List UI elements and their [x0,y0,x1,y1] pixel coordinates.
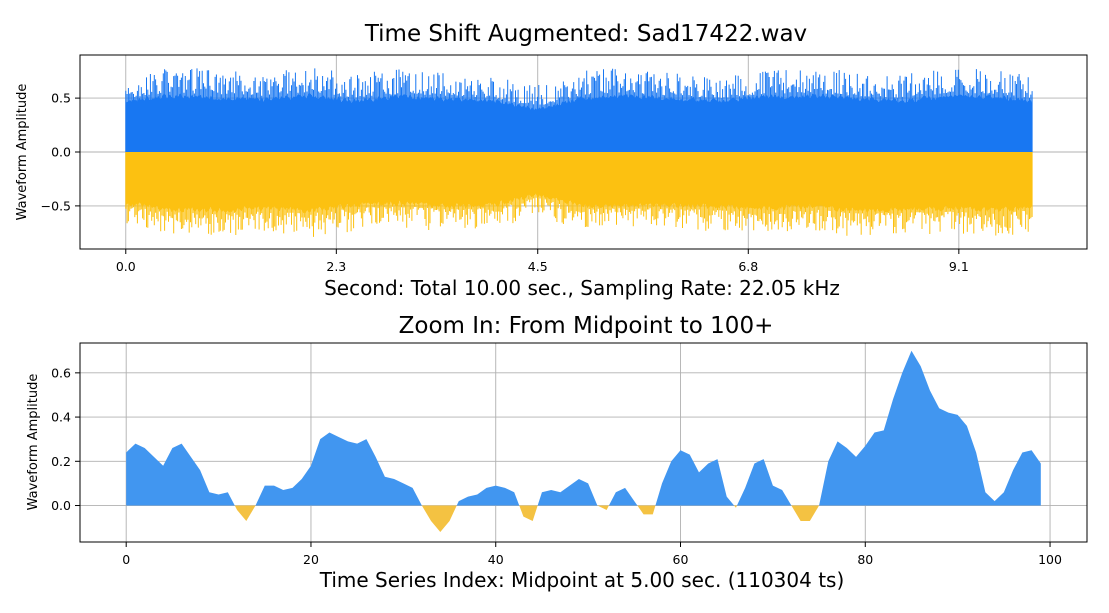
zoom-positive-area [126,350,1041,506]
zoom-y-tick-label: 0.4 [51,410,71,425]
waveform-chart: Time Shift Augmented: Sad17422.wav 0.0 2.… [15,21,1088,300]
zoom-x-tick-label: 80 [857,552,873,567]
zoom-y-tick-label: 0.2 [51,454,71,469]
zoom-x-tick-label: 60 [673,552,689,567]
waveform-chart-title: Time Shift Augmented: Sad17422.wav [364,21,807,47]
zoom-plot-frame [79,342,1088,543]
zoom-chart: Zoom In: From Midpoint to 100+ 0 20 40 60 80… [26,313,1088,592]
waveform-x-tick-label: 4.5 [528,259,548,274]
waveform-positive-area [125,93,1033,152]
zoom-x-tick-label: 40 [488,552,504,567]
zoom-x-tick-label: 0 [122,552,130,567]
waveform-y-tick-label: 0.0 [51,145,71,160]
waveform-y-axis-label: Waveform Amplitude [15,84,30,221]
waveform-y-tick-label: −0.5 [41,198,71,213]
zoom-negative-area [126,505,1041,533]
waveform-x-tick-label: 0.0 [116,259,136,274]
zoom-y-tick-label: 0.0 [51,498,71,513]
waveform-y-tick-label: 0.5 [51,91,71,106]
zoom-y-tick-label: 0.6 [51,365,71,380]
zoom-y-ticks: 0.6 0.4 0.2 0.0 [51,365,80,513]
waveform-x-tick-label: 9.1 [949,259,969,274]
waveform-x-axis-label: Second: Total 10.00 sec., Sampling Rate:… [324,276,840,300]
waveform-x-ticks: 0.0 2.3 4.5 6.8 9.1 [116,249,969,274]
zoom-x-axis-label: Time Series Index: Midpoint at 5.00 sec.… [319,568,845,592]
zoom-y-axis-label: Waveform Amplitude [26,374,41,511]
waveform-negative-area [125,152,1033,214]
waveform-y-ticks: 0.5 0.0 −0.5 [41,91,80,213]
waveform-x-tick-label: 2.3 [326,259,346,274]
zoom-x-tick-label: 20 [303,552,319,567]
zoom-x-ticks: 0 20 40 60 80 100 [122,542,1062,567]
zoom-chart-title: Zoom In: From Midpoint to 100+ [399,313,774,339]
zoom-x-tick-label: 100 [1038,552,1062,567]
waveform-x-tick-label: 6.8 [738,259,758,274]
